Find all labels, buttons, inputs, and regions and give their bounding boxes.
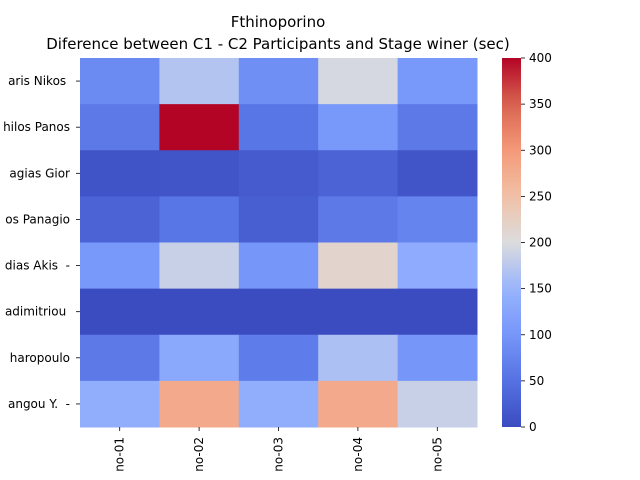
- colorbar-tick-label: 400: [529, 51, 552, 65]
- heatmap-cell: [159, 196, 240, 244]
- heatmap-cell: [238, 380, 319, 428]
- row-tick-label: hilos Panos: [3, 120, 70, 134]
- colorbar-tick-label: 100: [529, 328, 552, 342]
- column-tick-label: no-04: [351, 437, 365, 472]
- heatmap-cell: [159, 288, 240, 336]
- heatmap-cell: [238, 196, 319, 244]
- heatmap-cell: [238, 242, 319, 290]
- heatmap-cell: [397, 58, 478, 105]
- heatmap-cell: [238, 334, 319, 382]
- heatmap-cell: [159, 380, 240, 428]
- heatmap-cell: [80, 150, 160, 197]
- chart-title: Fthinoporino: [231, 13, 326, 31]
- heatmap-cell: [159, 58, 240, 105]
- heatmap-cell: [318, 334, 399, 382]
- heatmap-cell: [397, 242, 478, 290]
- heatmap-cell: [318, 104, 399, 151]
- heatmap-cell: [238, 150, 319, 197]
- column-tick-labels: no-01 no-02 no-03 no-04 no-05: [113, 427, 444, 472]
- heatmap-cell: [318, 196, 399, 244]
- heatmap-cell: [397, 196, 478, 244]
- colorbar-tick-label: 150: [529, 282, 552, 296]
- colorbar-tick-label: 200: [529, 236, 552, 250]
- heatmap-cell: [80, 58, 160, 105]
- heatmap-cell: [397, 104, 478, 151]
- heatmap-cell: [159, 104, 240, 151]
- heatmap-cell: [159, 242, 240, 290]
- colorbar-tick-label: 300: [529, 143, 552, 157]
- heatmap-cell: [238, 58, 319, 105]
- heatmap-cell: [80, 242, 160, 290]
- row-tick-label: adimitriou: [5, 305, 70, 319]
- heatmap-cells: [80, 58, 478, 428]
- row-tick-label: haropoulo: [10, 351, 70, 365]
- heatmap-cell: [80, 196, 160, 244]
- column-tick-label: no-01: [113, 437, 127, 472]
- row-tick-label: agias Gior: [9, 166, 70, 180]
- colorbar: 0 50 100 150 200 250 300 350 400: [502, 51, 552, 434]
- colorbar-tick-label: 250: [529, 189, 552, 203]
- heatmap-cell: [397, 288, 478, 336]
- heatmap-cell: [318, 150, 399, 197]
- row-tick-label: angou Y. -: [8, 397, 70, 411]
- chart-subtitle: Diference between C1 - C2 Participants a…: [46, 35, 510, 53]
- heatmap-cell: [238, 288, 319, 336]
- heatmap-cell: [80, 334, 160, 382]
- column-tick-label: no-05: [430, 437, 444, 472]
- heatmap-cell: [397, 334, 478, 382]
- heatmap-cell: [318, 380, 399, 428]
- heatmap-cell: [318, 288, 399, 336]
- heatmap-cell: [318, 242, 399, 290]
- row-tick-labels: aris Nikos hilos Panos agias Gior os Panag…: [3, 74, 80, 411]
- colorbar-tick-label: 350: [529, 97, 552, 111]
- row-tick-label: dias Akis -: [5, 259, 70, 273]
- colorbar-tick-label: 0: [529, 420, 537, 434]
- heatmap-cell: [397, 380, 478, 428]
- colorbar-tick-label: 50: [529, 374, 544, 388]
- colorbar-gradient: [502, 58, 521, 427]
- heatmap-cell: [397, 150, 478, 197]
- heatmap-cell: [159, 334, 240, 382]
- heatmap-cell: [318, 58, 399, 105]
- row-tick-label: aris Nikos: [8, 74, 70, 88]
- heatmap-cell: [80, 288, 160, 336]
- column-tick-label: no-03: [272, 437, 286, 472]
- heatmap-cell: [80, 380, 160, 428]
- heatmap-cell: [159, 150, 240, 197]
- column-tick-label: no-02: [192, 437, 206, 472]
- heatmap-cell: [80, 104, 160, 151]
- row-tick-label: os Panagio: [5, 212, 70, 226]
- heatmap-cell: [238, 104, 319, 151]
